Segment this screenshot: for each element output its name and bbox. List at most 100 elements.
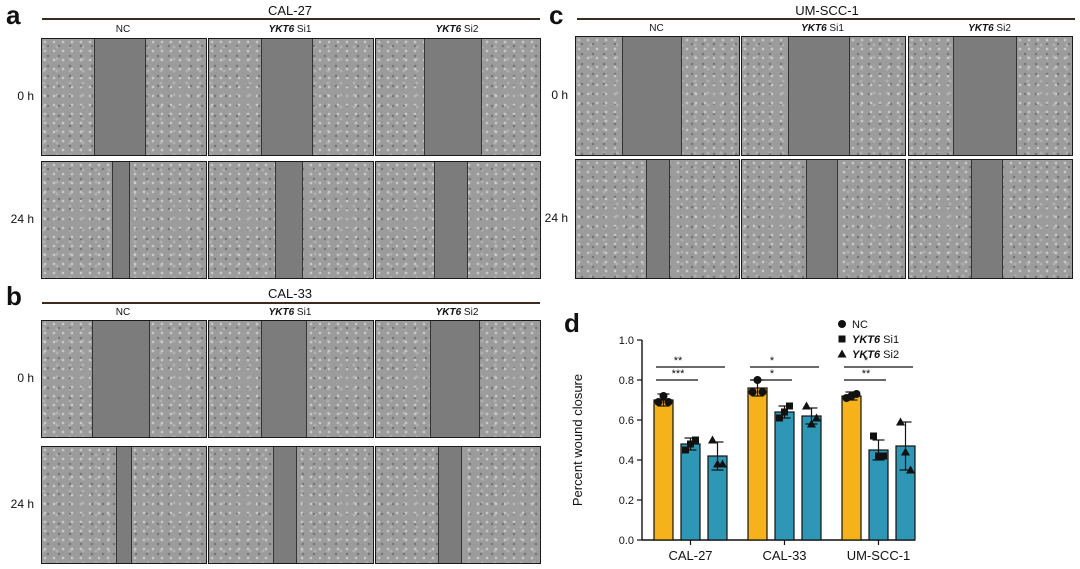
data-point [776, 414, 783, 422]
wound-gap [275, 162, 303, 278]
data-point [906, 465, 915, 474]
y-axis-label: Percent wound closure [570, 374, 585, 506]
column-suffix: NC [649, 23, 664, 34]
wound-gap [261, 39, 313, 155]
micrograph-r24-col0 [575, 159, 740, 279]
micrograph-r24-col1 [208, 161, 374, 279]
data-point [802, 401, 811, 410]
micrograph-r24-col0 [41, 446, 207, 564]
panel-c-letter: c [549, 0, 564, 30]
panel-b-rule [42, 302, 540, 304]
panel-c-rule [577, 18, 1075, 20]
data-point [901, 447, 910, 456]
data-point [896, 417, 905, 426]
gene-name: YKT6 [968, 23, 994, 34]
x-tick-label: CAL-27 [668, 548, 712, 563]
row-label-r0: 0 h [551, 88, 568, 102]
column-suffix: NC [115, 24, 131, 35]
micrograph-r0-col1 [208, 320, 374, 438]
y-tick-label: 0.0 [619, 535, 634, 547]
data-point [875, 452, 882, 460]
bar [868, 449, 889, 541]
column-label-2: YKT6 Si2 [375, 307, 539, 319]
legend-marker-triangle [837, 349, 847, 358]
panel-a-letter: a [6, 0, 21, 30]
column-suffix: Si2 [461, 307, 479, 318]
panel-b-letter: b [6, 281, 22, 311]
data-point [870, 432, 877, 440]
bar [801, 415, 822, 541]
data-point [664, 398, 673, 406]
micrograph-r24-col2 [908, 159, 1073, 279]
data-point [807, 419, 816, 428]
wound-gap [94, 39, 146, 155]
significance-label: * [770, 355, 775, 367]
wound-gap [261, 321, 307, 437]
data-point [748, 388, 757, 396]
bar [747, 387, 768, 541]
gene-name: YKT6 [801, 23, 827, 34]
column-label-2: YKT6 Si2 [375, 24, 539, 36]
data-point [758, 388, 767, 396]
micrograph-r24-col1 [208, 446, 374, 564]
significance-label: ** [862, 368, 871, 380]
micrograph-r0-col1 [741, 36, 906, 156]
panel-b-title: CAL-33 [267, 286, 313, 301]
y-tick-label: 0.2 [619, 495, 634, 507]
y-tick-label: 1.0 [619, 335, 634, 347]
column-suffix: Si2 [461, 24, 479, 35]
data-point [786, 402, 793, 410]
column-suffix: Si1 [826, 23, 844, 34]
bar [774, 411, 795, 541]
bar [680, 443, 701, 541]
bar [841, 395, 862, 541]
micrograph-r24-col1 [741, 159, 906, 279]
y-tick-label: 0.6 [619, 415, 634, 427]
data-point [812, 413, 821, 422]
wound-gap [424, 39, 482, 155]
row-label-r24: 24 h [10, 212, 34, 226]
data-point [708, 435, 717, 444]
data-point [654, 398, 663, 406]
data-point [718, 459, 727, 468]
micrograph-r0-col2 [375, 38, 541, 156]
micrograph-r0-col1 [208, 38, 374, 156]
wound-gap [646, 160, 670, 278]
column-label-1: YKT6 Si1 [741, 23, 904, 35]
column-label-0: NC [41, 307, 205, 319]
significance-label: ** [674, 355, 683, 367]
row-label-r0: 0 h [17, 89, 34, 103]
column-suffix: NC [115, 307, 131, 318]
y-tick-label: 0.4 [619, 455, 634, 467]
gene-name: YKT6 [435, 24, 462, 35]
wound-gap [971, 160, 1003, 278]
wound-gap [438, 447, 462, 563]
legend-label: NC [852, 319, 868, 331]
micrograph-r24-col0 [41, 161, 207, 279]
column-suffix: Si2 [993, 23, 1011, 34]
panel-a-rule [42, 18, 540, 20]
wound-gap [622, 37, 682, 155]
data-point [659, 392, 668, 400]
wound-gap [92, 321, 150, 437]
column-label-0: NC [41, 24, 205, 36]
x-tick-label: UM-SCC-1 [847, 548, 911, 563]
micrograph-r0-col0 [575, 36, 740, 156]
wound-gap [273, 447, 297, 563]
panel-a-title: CAL-27 [267, 3, 313, 18]
micrograph-r0-col2 [908, 36, 1073, 156]
gene-name: YKT6 [268, 307, 295, 318]
column-suffix: Si1 [294, 307, 312, 318]
panel-d-letter: d [564, 308, 580, 338]
legend-marker-circle [838, 320, 846, 328]
micrograph-r0-col0 [41, 320, 207, 438]
legend-label: YKT6 Si1 [852, 334, 899, 346]
wound-gap [116, 447, 132, 563]
column-suffix: Si1 [294, 24, 312, 35]
data-point [880, 452, 887, 460]
wound-gap [430, 321, 480, 437]
column-label-2: YKT6 Si2 [908, 23, 1071, 35]
data-point [682, 446, 689, 454]
row-label-r24: 24 h [544, 211, 568, 225]
micrograph-r24-col2 [375, 161, 541, 279]
